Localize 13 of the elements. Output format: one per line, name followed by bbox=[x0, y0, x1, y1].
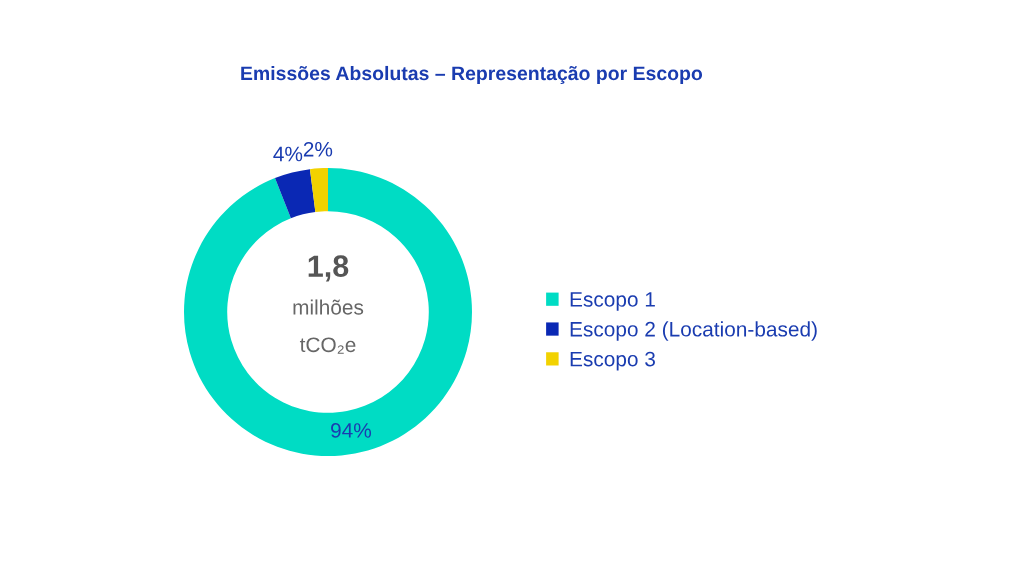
data-label: 94% bbox=[331, 423, 372, 438]
text: milhões bbox=[293, 299, 364, 315]
legend-label: Escopo 2 (Location-based) bbox=[570, 321, 817, 341]
donut-slice bbox=[309, 168, 328, 212]
legend-label: Escopo 3 bbox=[570, 351, 655, 371]
text: tCO₂e bbox=[299, 337, 356, 354]
text: 1,8 bbox=[308, 255, 349, 282]
data-label: 2% bbox=[303, 141, 333, 157]
data-label: 4% bbox=[273, 146, 303, 162]
donut-slice bbox=[274, 169, 316, 219]
donut-slice bbox=[184, 168, 472, 456]
chart-title: Emissões Absolutas – Representação por Escopo bbox=[241, 65, 703, 85]
legend-label: Escopo 1 bbox=[570, 292, 655, 311]
